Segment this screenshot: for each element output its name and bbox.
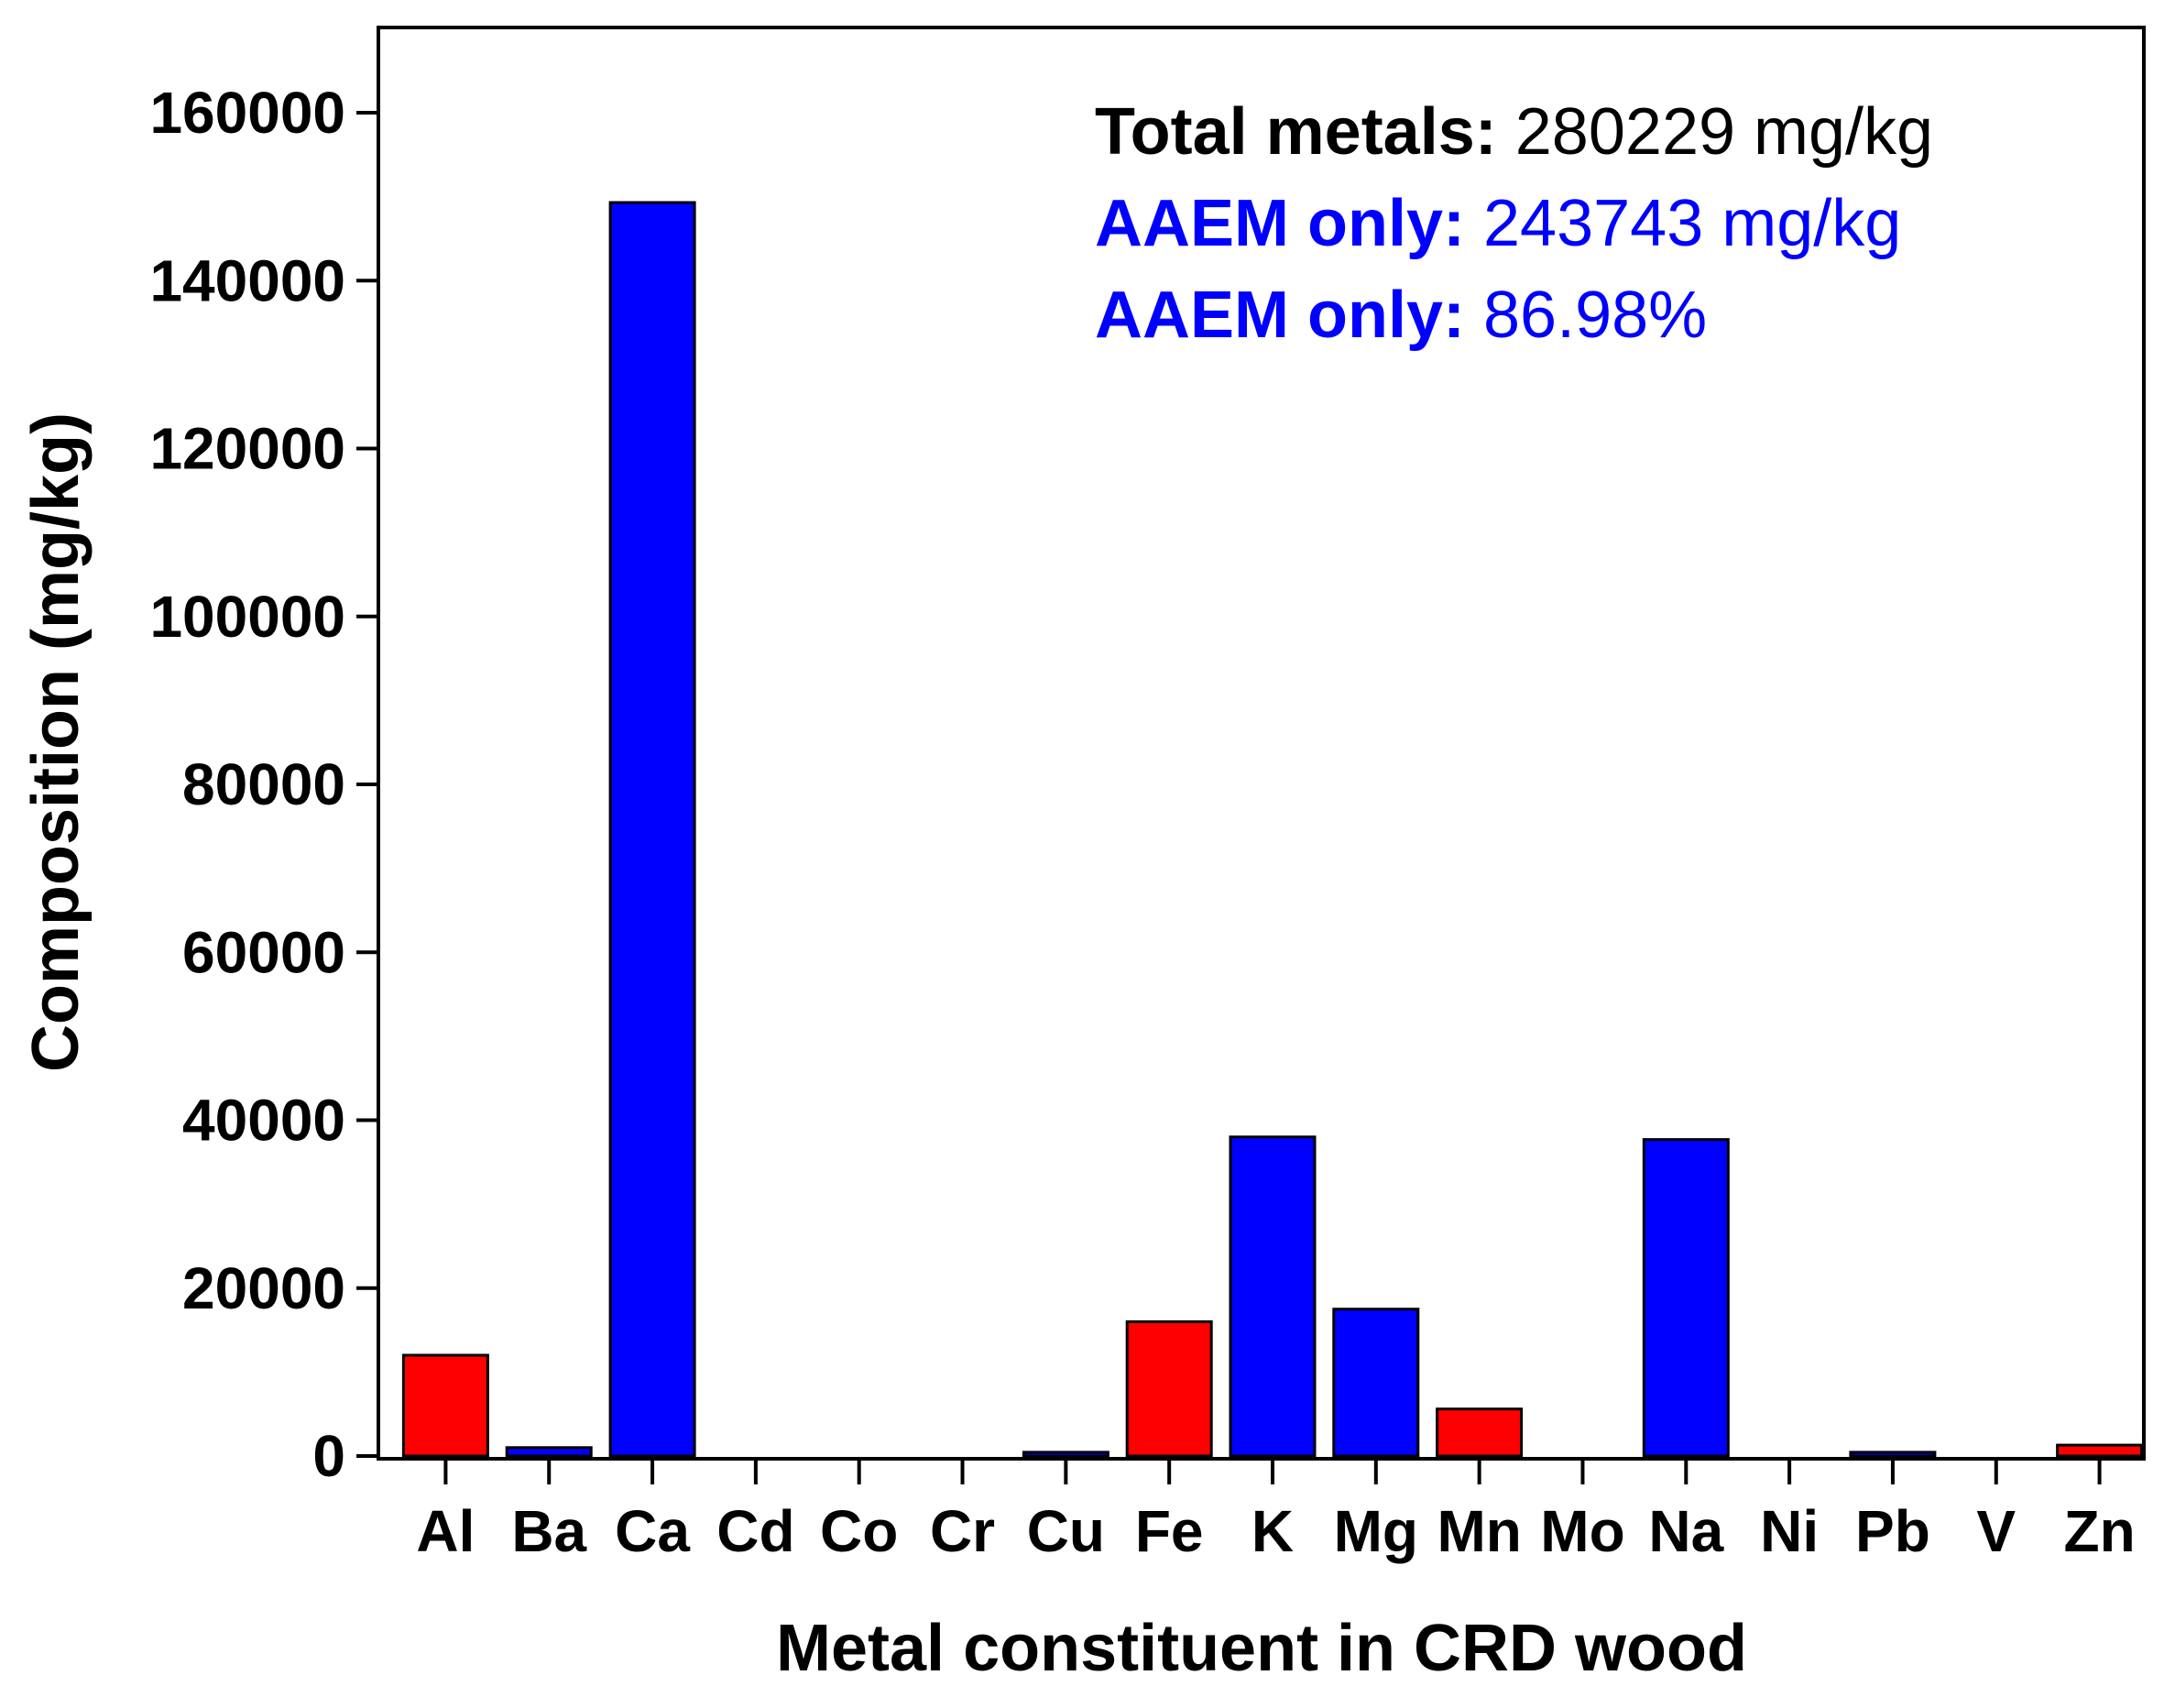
y-axis-ticks: 0 20000 40000 60000 80000 100000 120000 140000 1…	[149, 80, 378, 1489]
annotation-2-value: 243743 mg/kg	[1483, 187, 1901, 260]
x-tick-label-pb: Pb	[1855, 1498, 1930, 1564]
x-axis-ticks: Al Ba Ca Cd Co Cr Cu Fe K Mg Mn Mo Na Ni Pb V Zn	[416, 1459, 2136, 1564]
x-axis-title: Metal constituent in CRD wood	[776, 1612, 1747, 1685]
x-tick-label-co: Co	[820, 1498, 898, 1564]
annotation-3-label: AAEM only:	[1095, 279, 1465, 352]
y-tick-label-40000: 40000	[182, 1088, 345, 1154]
bar-na	[1642, 1138, 1730, 1458]
y-tick-label-100000: 100000	[149, 584, 345, 650]
x-tick-label-cd: Cd	[716, 1498, 794, 1564]
x-tick-label-ca: Ca	[615, 1498, 690, 1564]
x-tick-label-v: V	[1976, 1498, 2016, 1564]
x-tick-label-mo: Mo	[1540, 1498, 1624, 1564]
y-tick-label-80000: 80000	[182, 751, 345, 817]
y-tick-label-160000: 160000	[149, 80, 345, 146]
bar-al	[401, 1353, 489, 1458]
x-tick-label-na: Na	[1648, 1498, 1723, 1564]
x-tick-label-cr: Cr	[930, 1498, 995, 1564]
bar-zn	[2056, 1443, 2144, 1458]
annotation-line-1: Total metals: 280229 mg/kg	[1095, 95, 1933, 169]
annotation-block: Total metals: 280229 mg/kg AAEM only: 24…	[1095, 95, 1933, 352]
x-tick-label-al: Al	[416, 1498, 475, 1564]
annotation-2-label: AAEM only:	[1095, 187, 1465, 260]
x-tick-label-zn: Zn	[2063, 1498, 2135, 1564]
y-tick-label-60000: 60000	[182, 919, 345, 985]
x-tick-label-mg: Mg	[1334, 1498, 1418, 1564]
y-tick-label-20000: 20000	[182, 1255, 345, 1321]
y-axis-title: Composition (mg/kg)	[19, 412, 93, 1072]
x-tick-label-fe: Fe	[1135, 1498, 1204, 1564]
bar-mg	[1332, 1308, 1420, 1458]
annotation-1-value: 280229 mg/kg	[1515, 95, 1933, 169]
bars-group	[401, 201, 2144, 1458]
bar-fe	[1125, 1319, 1213, 1458]
plot-frame	[377, 26, 2146, 1461]
x-tick-label-mn: Mn	[1437, 1498, 1521, 1564]
annotation-line-3: AAEM only: 86.98%	[1095, 279, 1707, 352]
bar-ba	[505, 1446, 593, 1458]
bar-mn	[1436, 1407, 1524, 1458]
annotation-line-2: AAEM only: 243743 mg/kg	[1095, 187, 1901, 260]
bar-pb	[1849, 1451, 1937, 1458]
y-tick-label-120000: 120000	[149, 416, 345, 482]
x-tick-label-ni: Ni	[1760, 1498, 1819, 1564]
x-tick-label-ba: Ba	[511, 1498, 586, 1564]
x-tick-label-cu: Cu	[1027, 1498, 1105, 1564]
bar-ca	[608, 201, 696, 1458]
bar-cu	[1022, 1451, 1109, 1458]
x-tick-label-k: K	[1251, 1498, 1294, 1564]
annotation-1-label: Total metals:	[1095, 95, 1497, 169]
y-tick-label-140000: 140000	[149, 247, 345, 313]
annotation-3-value: 86.98%	[1483, 279, 1707, 352]
y-tick-label-0: 0	[312, 1423, 345, 1489]
bar-k	[1229, 1135, 1317, 1458]
